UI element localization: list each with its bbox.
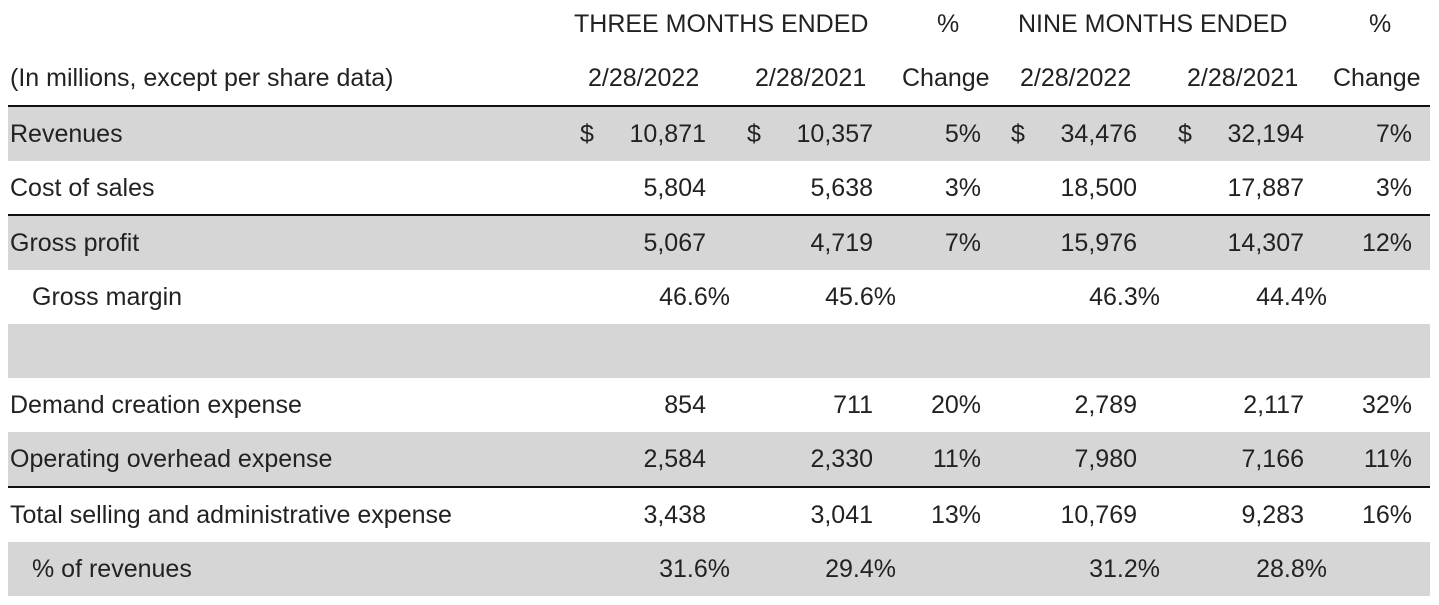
value-q-change: 11% bbox=[932, 445, 981, 473]
subtotal-divider bbox=[8, 486, 1430, 488]
value-n2022: 18,500 bbox=[1060, 174, 1137, 202]
value-q2021: 5,638 bbox=[810, 174, 873, 202]
value-q2022: 3,438 bbox=[643, 501, 706, 529]
value-q-change: 5% bbox=[944, 120, 981, 148]
table-row-cost-of-sales: Cost of sales 5,804 5,638 3% 18,500 17,8… bbox=[8, 161, 1430, 215]
value-q-change: 13% bbox=[930, 501, 981, 529]
table-row-spacer bbox=[8, 324, 1430, 378]
value-q2022: 31.6% bbox=[659, 555, 730, 583]
value-q2021: 711 bbox=[833, 391, 873, 419]
value-n2021: 7,166 bbox=[1241, 445, 1304, 473]
value-n-change: 16% bbox=[1361, 501, 1412, 529]
value-q-change: 20% bbox=[930, 391, 981, 419]
currency-symbol: $ bbox=[580, 120, 594, 148]
value-n2021: 32,194 bbox=[1227, 120, 1304, 148]
value-n2022: 10,769 bbox=[1060, 501, 1137, 529]
currency-symbol: $ bbox=[1178, 120, 1192, 148]
value-q2022: 5,067 bbox=[643, 229, 706, 257]
value-n2022: 7,980 bbox=[1074, 445, 1137, 473]
row-label: Revenues bbox=[10, 120, 123, 148]
value-q2022: 854 bbox=[664, 391, 706, 419]
value-n2021: 28.8% bbox=[1256, 555, 1327, 583]
value-q2022: 5,804 bbox=[643, 174, 706, 202]
header-n-2021: 2/28/2021 bbox=[1187, 64, 1299, 92]
value-n-change: 32% bbox=[1361, 391, 1412, 419]
value-n-change: 3% bbox=[1375, 174, 1412, 202]
value-n2021: 2,117 bbox=[1243, 391, 1304, 419]
value-n2022: 15,976 bbox=[1060, 229, 1137, 257]
value-n-change: 7% bbox=[1375, 120, 1412, 148]
table-row-gross-margin: Gross margin 46.6% 45.6% 46.3% 44.4% bbox=[8, 270, 1430, 324]
table-row-demand-creation-expense: Demand creation expense 854 711 20% 2,78… bbox=[8, 378, 1430, 432]
value-q2021: 29.4% bbox=[825, 555, 896, 583]
table-row-total-selling-admin-expense: Total selling and administrative expense… bbox=[8, 488, 1430, 542]
table-row-revenues: Revenues $ 10,871 $ 10,357 5% $ 34,476 $… bbox=[8, 107, 1430, 161]
value-q-change: 3% bbox=[944, 174, 981, 202]
value-n2021: 14,307 bbox=[1227, 229, 1304, 257]
row-label: Gross profit bbox=[10, 229, 140, 257]
value-q2022: 46.6% bbox=[659, 283, 730, 311]
row-label: Gross margin bbox=[32, 283, 183, 311]
value-q2021: 4,719 bbox=[810, 229, 873, 257]
header-n-2022: 2/28/2022 bbox=[1020, 64, 1132, 92]
value-n-change: 12% bbox=[1361, 229, 1412, 257]
value-n2022: 46.3% bbox=[1089, 283, 1160, 311]
value-q2022: 2,584 bbox=[643, 445, 706, 473]
value-n2022: 34,476 bbox=[1060, 120, 1137, 148]
value-q2021: 10,357 bbox=[796, 120, 873, 148]
row-label: Operating overhead expense bbox=[10, 445, 333, 473]
header-three-months-ended: THREE MONTHS ENDED bbox=[574, 10, 869, 38]
value-q-change: 7% bbox=[944, 229, 981, 257]
value-n2022: 2,789 bbox=[1074, 391, 1137, 419]
header-change-1: Change bbox=[902, 64, 990, 92]
row-label: Cost of sales bbox=[10, 174, 155, 202]
header-percent-2: % bbox=[1369, 10, 1392, 38]
table-row-operating-overhead-expense: Operating overhead expense 2,584 2,330 1… bbox=[8, 432, 1430, 486]
row-label: Demand creation expense bbox=[10, 391, 302, 419]
value-q2022: 10,871 bbox=[629, 120, 706, 148]
value-n2021: 9,283 bbox=[1241, 501, 1304, 529]
value-n2021: 44.4% bbox=[1256, 283, 1327, 311]
subtotal-divider bbox=[8, 214, 1430, 216]
value-q2021: 45.6% bbox=[825, 283, 896, 311]
value-n2021: 17,887 bbox=[1227, 174, 1304, 202]
header-divider bbox=[8, 105, 1430, 107]
table-row-percent-of-revenues: % of revenues 31.6% 29.4% 31.2% 28.8% bbox=[8, 542, 1430, 596]
value-q2021: 3,041 bbox=[810, 501, 873, 529]
currency-symbol: $ bbox=[747, 120, 761, 148]
table-row-gross-profit: Gross profit 5,067 4,719 7% 15,976 14,30… bbox=[8, 216, 1430, 270]
currency-symbol: $ bbox=[1011, 120, 1025, 148]
value-q2021: 2,330 bbox=[810, 445, 873, 473]
row-label: % of revenues bbox=[32, 555, 192, 583]
value-n2022: 31.2% bbox=[1089, 555, 1160, 583]
header-q-2021: 2/28/2021 bbox=[755, 64, 867, 92]
header-units: (In millions, except per share data) bbox=[10, 64, 394, 92]
header-percent-1: % bbox=[937, 10, 960, 38]
header-nine-months-ended: NINE MONTHS ENDED bbox=[1018, 10, 1288, 38]
header-change-2: Change bbox=[1333, 64, 1421, 92]
header-q-2022: 2/28/2022 bbox=[588, 64, 700, 92]
value-n-change: 11% bbox=[1363, 445, 1412, 473]
row-label: Total selling and administrative expense bbox=[10, 501, 452, 529]
